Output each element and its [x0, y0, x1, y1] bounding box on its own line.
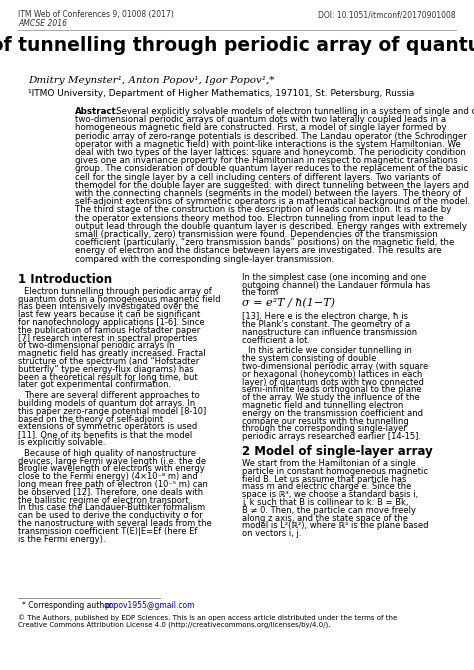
Text: Abstract.: Abstract. — [75, 107, 120, 116]
Text: self-adjoint extensions of symmetric operators is a mathematical background of t: self-adjoint extensions of symmetric ope… — [75, 197, 470, 206]
Text: In this article we consider tunnelling in: In this article we consider tunnelling i… — [248, 346, 412, 355]
Text: operator with a magnetic field) with point-like interactions is the system Hamil: operator with a magnetic field) with poi… — [75, 140, 461, 149]
Text: gives one an invariance property for the Hamiltonian in respect to magnetic tran: gives one an invariance property for the… — [75, 156, 458, 165]
Text: the publication of famous Hofstadter paper: the publication of famous Hofstadter pap… — [18, 326, 200, 335]
Text: along z axis, and the state space of the: along z axis, and the state space of the — [242, 514, 408, 523]
Text: on vectors i, j.: on vectors i, j. — [242, 529, 301, 538]
Text: been a theoretical result for long time, but: been a theoretical result for long time,… — [18, 373, 198, 382]
Text: DOI: 10.1051/itmconf/20170901008: DOI: 10.1051/itmconf/20170901008 — [319, 10, 456, 19]
Text: building models of quantum dot arrays. In: building models of quantum dot arrays. I… — [18, 399, 195, 408]
Text: has been intensively investigated over the: has been intensively investigated over t… — [18, 302, 199, 312]
Text: particle in constant homogeneous magnetic: particle in constant homogeneous magneti… — [242, 467, 428, 476]
Text: or hexagonal (honeycomb) lattices in each: or hexagonal (honeycomb) lattices in eac… — [242, 370, 422, 379]
Text: Because of high quality of nanostructure: Because of high quality of nanostructure — [24, 449, 196, 458]
Text: butterfly” type energy-flux diagrams) has: butterfly” type energy-flux diagrams) ha… — [18, 364, 194, 374]
Text: long mean free path of electron (10⁻⁵ m) can: long mean free path of electron (10⁻⁵ m)… — [18, 480, 208, 489]
Text: σ = e²T / ħ(1−T): σ = e²T / ħ(1−T) — [242, 298, 335, 308]
Text: themodel for the double layer are suggested: with direct tunneling between the l: themodel for the double layer are sugges… — [75, 181, 469, 190]
Text: coefficient (particularly, “zero transmission bands” positions) on the magnetic : coefficient (particularly, “zero transmi… — [75, 239, 455, 247]
Text: group. The consideration of double quantum layer reduces to the replacement of t: group. The consideration of double quant… — [75, 164, 468, 174]
Text: AMCSE 2016: AMCSE 2016 — [18, 19, 67, 28]
Text: with the connecting channels (segments in the model) between the layers. The the: with the connecting channels (segments i… — [75, 189, 461, 198]
Text: In this case the Landauer-Buttiker formalism: In this case the Landauer-Buttiker forma… — [18, 503, 205, 513]
Text: small (practically, zero) transmission were found. Dependencies of the transmiss: small (practically, zero) transmission w… — [75, 230, 438, 239]
Text: j, k such that B is collinear to k: B = B̅k,: j, k such that B is collinear to k: B = … — [242, 498, 409, 507]
Text: based on the theory of self-adjoint: based on the theory of self-adjoint — [18, 415, 163, 423]
Text: deal with two types of the layer lattices: square and honeycomb. The periodicity: deal with two types of the layer lattice… — [75, 148, 466, 157]
Text: semi-infinite leads orthogonal to the plane: semi-infinite leads orthogonal to the pl… — [242, 385, 422, 395]
Text: is explicitly solvable.: is explicitly solvable. — [18, 438, 106, 447]
Text: this paper zero-range potential model [8-10]: this paper zero-range potential model [8… — [18, 407, 206, 416]
Text: compared with the corresponding single-layer transmission.: compared with the corresponding single-l… — [75, 255, 334, 263]
Text: of two-dimensional periodic arrays in: of two-dimensional periodic arrays in — [18, 342, 174, 350]
Text: the ballistic regime of electron transport.: the ballistic regime of electron transpo… — [18, 496, 191, 505]
Text: There are several different approaches to: There are several different approaches t… — [24, 391, 200, 400]
Text: © The Authors, published by EDP Sciences. This is an open access article distrib: © The Authors, published by EDP Sciences… — [18, 614, 397, 620]
Text: the form: the form — [242, 288, 278, 297]
Text: * Corresponding author:: * Corresponding author: — [22, 601, 117, 610]
Text: [7] research interest in spectral properties: [7] research interest in spectral proper… — [18, 334, 197, 342]
Text: energy on the transmission coefficient and: energy on the transmission coefficient a… — [242, 409, 423, 418]
Text: Dmitry Meynster¹, Anton Popov¹, Igor Popov¹,*: Dmitry Meynster¹, Anton Popov¹, Igor Pop… — [28, 76, 274, 85]
Text: periodic array of zero-range potentials is described. The Landau operator (the S: periodic array of zero-range potentials … — [75, 131, 467, 141]
Text: extensions of symmetric operators is used: extensions of symmetric operators is use… — [18, 422, 197, 431]
Text: 1 Introduction: 1 Introduction — [18, 273, 112, 286]
Text: close to the Fermi energy) (4×10⁻⁸ m) and: close to the Fermi energy) (4×10⁻⁸ m) an… — [18, 472, 198, 481]
Text: field B. Let us assume that particle has: field B. Let us assume that particle has — [242, 474, 406, 484]
Text: the nanostructure with several leads from the: the nanostructure with several leads fro… — [18, 519, 212, 528]
Text: later got experimental confirmation.: later got experimental confirmation. — [18, 381, 171, 389]
Text: layer) of quantum dots with two connected: layer) of quantum dots with two connecte… — [242, 378, 424, 387]
Text: Electron tunnelling through periodic array of: Electron tunnelling through periodic arr… — [24, 287, 212, 295]
Text: Several explicitly solvable models of electron tunnelling in a system of single : Several explicitly solvable models of el… — [116, 107, 474, 116]
Text: energy of electron and the distance between layers are investigated. The results: energy of electron and the distance betw… — [75, 247, 442, 255]
Text: Creative Commons Attribution License 4.0 (http://creativecommons.org/licenses/by: Creative Commons Attribution License 4.0… — [18, 621, 330, 628]
Text: space is ℝ³, we choose a standard basis i,: space is ℝ³, we choose a standard basis … — [242, 490, 418, 499]
Text: of the array. We study the influence of the: of the array. We study the influence of … — [242, 393, 420, 402]
Text: model is L²(ℝ²), where ℝ² is the plane based: model is L²(ℝ²), where ℝ² is the plane b… — [242, 521, 428, 531]
Text: two-dimensional periodic arrays of quantum dots with two laterally coupled leads: two-dimensional periodic arrays of quant… — [75, 115, 446, 124]
Text: homogeneous magnetic field are constructed. First, a model of single layer forme: homogeneous magnetic field are construct… — [75, 123, 447, 133]
Text: the operator extensions theory method too. Electron tunneling from input lead to: the operator extensions theory method to… — [75, 214, 444, 222]
Text: through the corresponding single-layer: through the corresponding single-layer — [242, 424, 407, 433]
Text: nanostructure can influence transmission: nanostructure can influence transmission — [242, 328, 417, 337]
Text: coefficient a lot.: coefficient a lot. — [242, 336, 310, 344]
Text: two-dimensional periodic array (with square: two-dimensional periodic array (with squ… — [242, 362, 428, 371]
Text: Model of tunnelling through periodic array of quantum dots: Model of tunnelling through periodic arr… — [0, 36, 474, 55]
Text: periodic arrays researched earlier [14-15].: periodic arrays researched earlier [14-1… — [242, 432, 421, 442]
Text: be observed [12]. Therefore, one deals with: be observed [12]. Therefore, one deals w… — [18, 488, 203, 496]
Text: the Plank’s constant. The geometry of a: the Plank’s constant. The geometry of a — [242, 320, 410, 329]
Text: ¹ITMO University, Department of Higher Mathematics, 197101, St. Petersburg, Russ: ¹ITMO University, Department of Higher M… — [28, 89, 414, 98]
Text: quantum dots in a homogeneous magnetic field: quantum dots in a homogeneous magnetic f… — [18, 295, 220, 304]
Text: magnetic field and tunnelling electron: magnetic field and tunnelling electron — [242, 401, 403, 410]
Text: devices, large Fermi wave length (i.e. the de: devices, large Fermi wave length (i.e. t… — [18, 456, 206, 466]
Text: Broglie wavelength of electrons with energy: Broglie wavelength of electrons with ene… — [18, 464, 205, 474]
Text: for nanotechnology applications [1-6]. Since: for nanotechnology applications [1-6]. S… — [18, 318, 205, 327]
Text: popov1955@gmail.com: popov1955@gmail.com — [104, 601, 194, 610]
Text: B ≠ 0. Then, the particle can move freely: B ≠ 0. Then, the particle can move freel… — [242, 506, 416, 515]
Text: In the simplest case (one incoming and one: In the simplest case (one incoming and o… — [242, 273, 427, 282]
Text: last few years because it can be significant: last few years because it can be signifi… — [18, 310, 200, 319]
Text: outgoing channel) the Landauer formula has: outgoing channel) the Landauer formula h… — [242, 281, 430, 289]
Text: mass m and electric charge e. Since the: mass m and electric charge e. Since the — [242, 482, 411, 491]
Text: is the Fermi energy).: is the Fermi energy). — [18, 535, 106, 543]
Text: can be used to derive the conductivity σ for: can be used to derive the conductivity σ… — [18, 511, 203, 520]
Text: compare our results with the tunnelling: compare our results with the tunnelling — [242, 417, 409, 425]
Text: transmission coefficient T(E)|E=Ef (here Ef: transmission coefficient T(E)|E=Ef (here… — [18, 527, 197, 536]
Text: cell for the single layer by a cell including centers of different layers. Two v: cell for the single layer by a cell incl… — [75, 173, 440, 182]
Text: structure of the spectrum (and “Hofstadter: structure of the spectrum (and “Hofstadt… — [18, 357, 199, 366]
Text: output lead through the double quantum layer is described. Energy ranges with ex: output lead through the double quantum l… — [75, 222, 467, 230]
Text: [11]. One of its benefits is that the model: [11]. One of its benefits is that the mo… — [18, 430, 192, 440]
Text: 2 Model of single-layer array: 2 Model of single-layer array — [242, 445, 433, 458]
Text: [13]. Here e is the electron charge, ħ is: [13]. Here e is the electron charge, ħ i… — [242, 312, 408, 321]
Text: ITM Web of Conferences 9, 01008 (2017): ITM Web of Conferences 9, 01008 (2017) — [18, 10, 174, 19]
Text: We start from the Hamiltonian of a single: We start from the Hamiltonian of a singl… — [242, 459, 416, 468]
Text: the system consisting of double: the system consisting of double — [242, 354, 376, 363]
Text: magnetic field has greatly increased. Fractal: magnetic field has greatly increased. Fr… — [18, 349, 206, 358]
Text: The third stage of the construction is the description of leads connection. It i: The third stage of the construction is t… — [75, 206, 451, 214]
